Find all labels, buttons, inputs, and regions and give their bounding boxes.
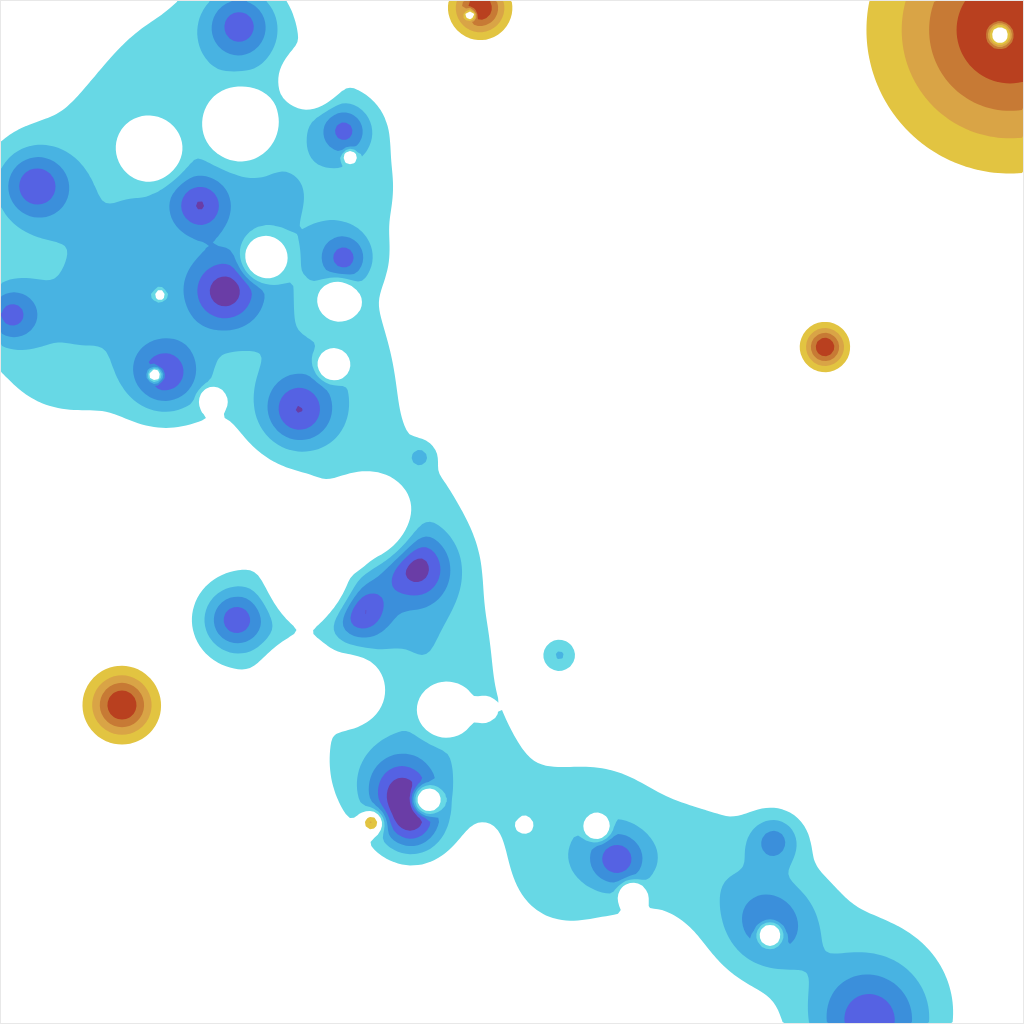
chart (0, 0, 1024, 1024)
contour-band (0, 0, 953, 1024)
contour-band (100, 0, 1024, 727)
contour-band (107, 0, 1024, 720)
contour-band (196, 202, 429, 831)
contour-band (0, 12, 895, 1024)
contour-bands (0, 0, 1024, 1024)
contour-band (82, 0, 1024, 829)
contour-band (0, 0, 929, 1024)
contour-band (92, 0, 1024, 823)
contour-band (0, 0, 912, 1024)
plot-frame (1, 1, 1024, 1024)
